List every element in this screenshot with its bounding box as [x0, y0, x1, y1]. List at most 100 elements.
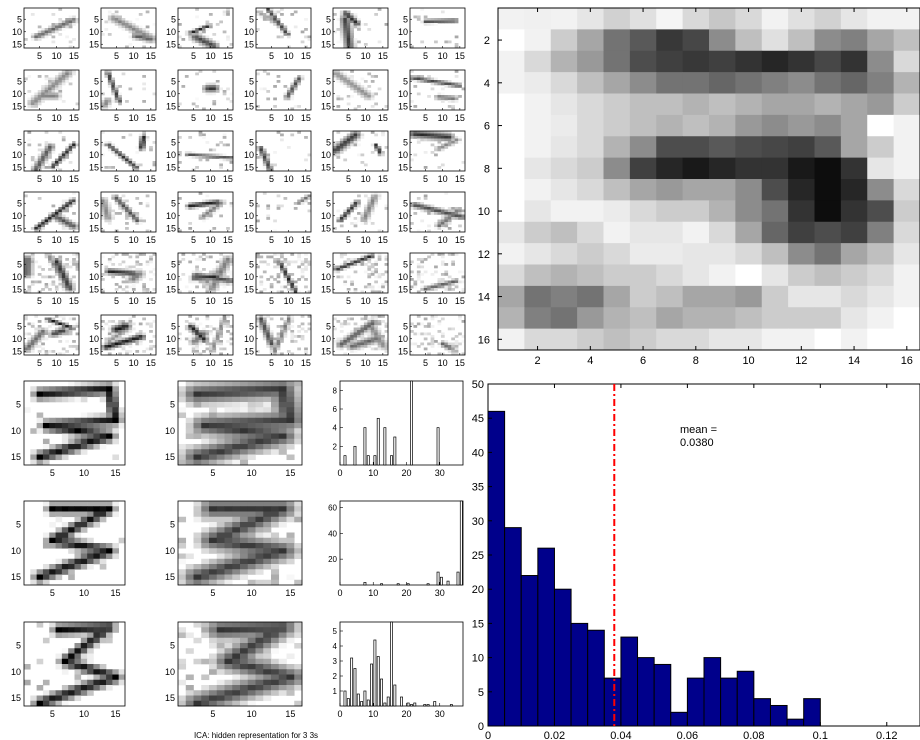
image-cell — [232, 553, 241, 560]
image-cell — [74, 564, 82, 570]
basis-image-pixels — [410, 131, 466, 169]
image-cell — [255, 506, 264, 512]
image-cell — [444, 342, 449, 346]
heatmap-cell — [524, 221, 552, 244]
image-cell — [219, 275, 223, 279]
image-cell — [201, 386, 210, 392]
image-cell — [286, 444, 295, 450]
image-cell — [247, 438, 256, 445]
image-cell — [447, 345, 452, 348]
image-cell — [357, 345, 361, 348]
image-cell — [278, 637, 287, 644]
image-cell — [101, 97, 105, 101]
image-cell — [240, 669, 249, 675]
image-cell — [55, 391, 63, 398]
image-cell — [205, 317, 210, 321]
image-cell — [121, 322, 126, 326]
image-cell — [205, 209, 210, 213]
image-cell — [208, 207, 213, 210]
image-cell — [290, 337, 295, 341]
image-cell — [224, 543, 233, 549]
image-cell — [259, 283, 264, 286]
heatmap-cell — [656, 221, 684, 244]
image-cell — [34, 33, 39, 36]
hidden-unit-bar — [363, 427, 367, 466]
x-tick-label: 5 — [346, 174, 351, 184]
basis-image-pixels — [256, 8, 312, 49]
image-cell — [259, 327, 264, 331]
image-cell — [68, 511, 75, 518]
image-cell — [280, 337, 284, 341]
image-cell — [384, 280, 389, 284]
image-cell — [451, 337, 455, 341]
image-cell — [374, 280, 378, 284]
image-cell — [219, 283, 223, 286]
image-cell — [255, 433, 264, 440]
image-cell — [142, 100, 146, 103]
hidden-histogram-frame — [339, 380, 464, 466]
image-cell — [104, 141, 109, 144]
image-cell — [51, 214, 56, 218]
image-cell — [263, 648, 272, 654]
image-cell — [209, 412, 218, 419]
image-cell — [263, 622, 272, 628]
image-cell — [61, 632, 69, 639]
image-cell — [454, 75, 459, 78]
basis-image-frame — [100, 69, 157, 111]
y-tick-label: 5 — [403, 14, 408, 24]
image-cell — [357, 143, 361, 147]
image-cell — [93, 386, 101, 392]
image-cell — [44, 95, 49, 98]
image-cell — [219, 141, 223, 144]
image-cell — [215, 335, 220, 338]
image-cell — [58, 23, 63, 26]
basis-image-pixels — [101, 10, 157, 49]
image-cell — [454, 350, 459, 353]
image-cell — [37, 92, 42, 96]
image-cell — [430, 151, 435, 154]
image-cell — [367, 92, 372, 96]
heatmap-cell — [682, 114, 710, 137]
image-cell — [255, 407, 264, 413]
image-cell — [51, 151, 56, 154]
image-cell — [58, 33, 63, 36]
image-cell — [222, 273, 227, 276]
image-cell — [224, 438, 233, 445]
image-cell — [458, 214, 462, 218]
image-cell — [423, 80, 428, 83]
image-cell — [87, 391, 94, 398]
image-cell — [74, 685, 82, 691]
image-cell — [286, 95, 291, 98]
image-cell — [434, 133, 438, 137]
heatmap-cell — [577, 114, 604, 137]
image-cell — [27, 260, 32, 264]
image-cell — [293, 207, 298, 210]
x-tick-label: 5 — [37, 358, 42, 368]
image-cell — [135, 146, 140, 149]
image-cell — [461, 87, 466, 91]
image-cell — [30, 100, 35, 103]
image-cell — [209, 622, 218, 628]
image-cell — [145, 25, 150, 29]
image-cell — [271, 396, 280, 403]
image-cell — [114, 153, 119, 157]
image-cell — [142, 273, 146, 276]
image-cell — [410, 322, 414, 326]
image-cell — [377, 197, 382, 200]
image-cell — [367, 219, 372, 223]
image-cell — [68, 224, 73, 228]
image-cell — [262, 156, 267, 159]
heatmap-cell — [577, 221, 604, 244]
image-cell — [191, 33, 196, 36]
digit-reconstruction-pixels — [178, 381, 303, 466]
image-cell — [193, 690, 202, 696]
image-cell — [142, 87, 146, 91]
image-cell — [271, 569, 280, 575]
image-cell — [212, 340, 217, 343]
y-tick-label: 5 — [170, 520, 175, 530]
x-tick-label: 15 — [223, 296, 233, 306]
image-cell — [447, 219, 452, 223]
image-cell — [290, 317, 295, 321]
image-cell — [125, 327, 129, 331]
image-cell — [240, 674, 249, 681]
